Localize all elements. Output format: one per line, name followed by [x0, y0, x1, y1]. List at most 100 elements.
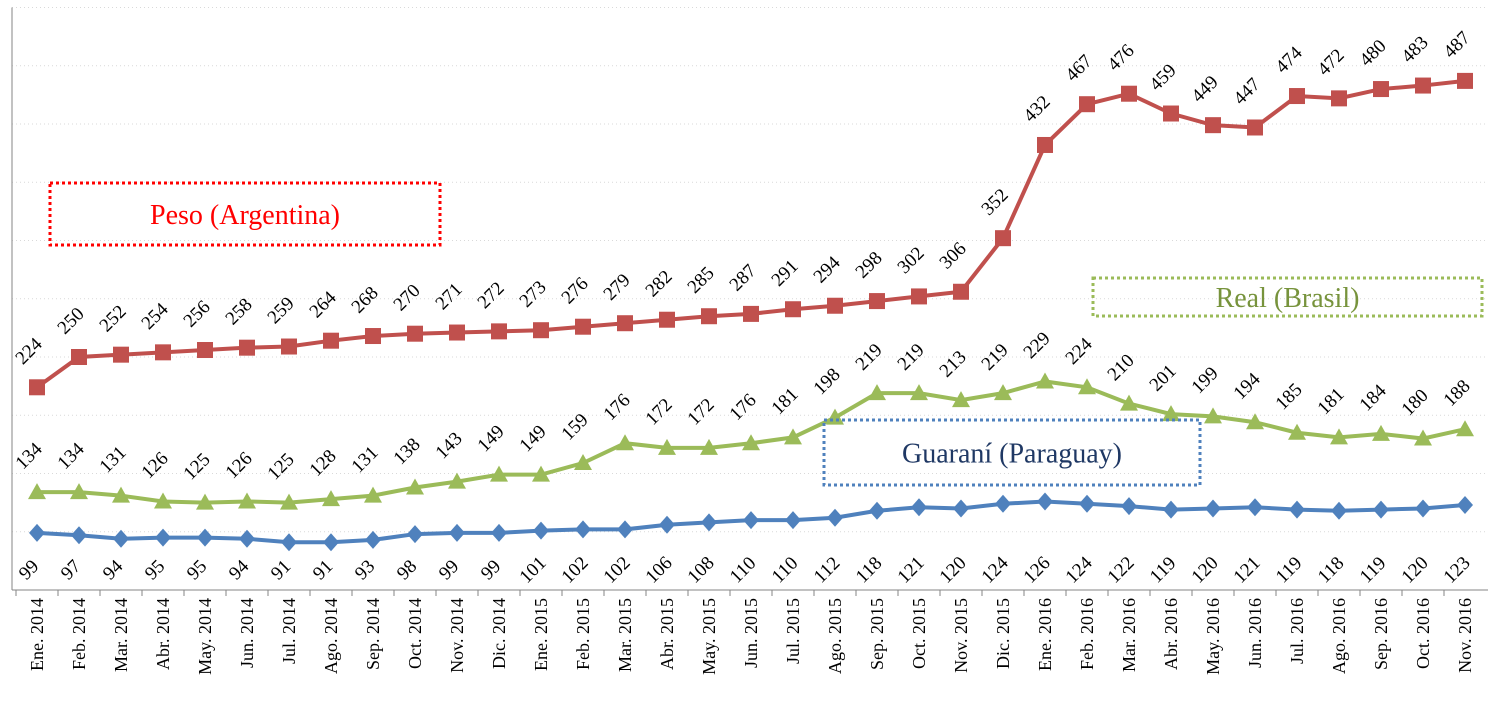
marker	[658, 438, 676, 455]
data-label: 126	[1020, 553, 1055, 588]
marker	[197, 528, 213, 547]
data-label: 121	[894, 553, 929, 588]
x-tick-label: May. 2015	[699, 598, 719, 675]
data-label: 252	[96, 301, 131, 336]
data-label: 459	[1146, 60, 1181, 95]
data-label: 487	[1440, 28, 1475, 63]
marker	[197, 342, 213, 359]
marker	[533, 322, 549, 339]
marker	[1036, 372, 1054, 389]
x-tick-label: Jun. 2016	[1245, 598, 1265, 668]
marker	[239, 529, 255, 548]
marker	[239, 339, 255, 356]
marker	[1163, 105, 1179, 122]
marker	[448, 472, 466, 489]
data-label: 184	[1356, 380, 1391, 415]
x-tick-label: Mar. 2014	[111, 598, 131, 672]
marker	[1121, 85, 1137, 102]
data-label: 199	[1188, 363, 1223, 398]
data-label: 176	[600, 390, 635, 425]
data-label: 149	[474, 421, 509, 456]
x-tick-label: Abr. 2014	[153, 598, 173, 670]
marker	[827, 297, 843, 314]
data-label: 271	[432, 279, 467, 314]
data-label: 124	[1062, 552, 1097, 587]
data-label: 120	[1188, 553, 1223, 588]
data-label: 118	[852, 553, 887, 588]
marker	[1037, 136, 1053, 153]
marker	[784, 428, 802, 445]
data-label: 181	[768, 384, 803, 419]
marker	[1457, 495, 1473, 514]
x-tick-label: Feb. 2016	[1077, 598, 1097, 670]
data-label: 138	[390, 434, 425, 469]
marker	[574, 454, 592, 471]
x-tick-label: Nov. 2016	[1455, 598, 1475, 673]
marker	[407, 325, 423, 342]
marker	[532, 465, 550, 482]
marker	[71, 349, 87, 365]
marker	[995, 230, 1011, 247]
marker	[701, 513, 717, 532]
data-label: 176	[726, 390, 761, 425]
data-label: 93	[351, 556, 379, 584]
data-label: 91	[267, 556, 295, 584]
data-label: 198	[810, 364, 845, 399]
data-label: 172	[642, 394, 677, 429]
marker	[1414, 429, 1432, 446]
data-label: 282	[642, 266, 677, 301]
marker	[533, 521, 549, 540]
marker	[869, 293, 885, 310]
x-tick-label: Ago. 2015	[825, 598, 845, 674]
data-label: 352	[978, 185, 1013, 220]
marker	[1456, 420, 1474, 437]
data-label: 121	[1230, 553, 1265, 588]
x-tick-label: Dic. 2015	[993, 598, 1013, 669]
data-label: 134	[54, 438, 89, 473]
marker	[659, 311, 675, 328]
marker	[365, 328, 381, 345]
data-label: 131	[96, 442, 131, 477]
x-tick-label: Jun. 2015	[741, 598, 761, 668]
marker	[406, 478, 424, 495]
x-tick-label: Feb. 2014	[69, 598, 89, 670]
marker	[280, 493, 298, 510]
data-label: 119	[1146, 553, 1181, 588]
data-label: 306	[936, 238, 971, 273]
marker	[1037, 492, 1053, 511]
x-tick-label: Sep. 2016	[1371, 598, 1391, 670]
marker	[1247, 498, 1263, 517]
x-tick-label: Sep. 2015	[867, 598, 887, 670]
data-label: 268	[348, 283, 383, 318]
data-label: 432	[1020, 92, 1055, 127]
marker	[28, 483, 46, 500]
data-label: 128	[306, 446, 341, 481]
data-label: 126	[138, 448, 173, 483]
marker	[1331, 501, 1347, 520]
data-label: 125	[264, 449, 299, 484]
marker	[1121, 497, 1137, 516]
data-label: 229	[1020, 328, 1055, 363]
marker	[364, 486, 382, 503]
marker	[995, 494, 1011, 513]
marker	[659, 515, 675, 534]
marker	[70, 483, 88, 500]
marker	[322, 490, 340, 507]
data-label: 95	[141, 556, 169, 584]
marker	[113, 529, 129, 548]
x-tick-label: Jun. 2014	[237, 598, 257, 668]
data-label: 118	[1314, 553, 1349, 588]
x-tick-label: Jul. 2014	[279, 598, 299, 664]
data-label: 97	[57, 556, 85, 584]
data-label: 264	[306, 287, 341, 322]
data-label: 472	[1314, 45, 1349, 80]
marker	[952, 391, 970, 408]
data-label: 180	[1398, 385, 1433, 420]
x-tick-label: Ene. 2016	[1035, 598, 1055, 671]
marker	[1415, 499, 1431, 518]
data-label: 95	[183, 556, 211, 584]
marker	[1289, 500, 1305, 519]
data-label: 125	[180, 449, 215, 484]
marker	[1205, 499, 1221, 518]
